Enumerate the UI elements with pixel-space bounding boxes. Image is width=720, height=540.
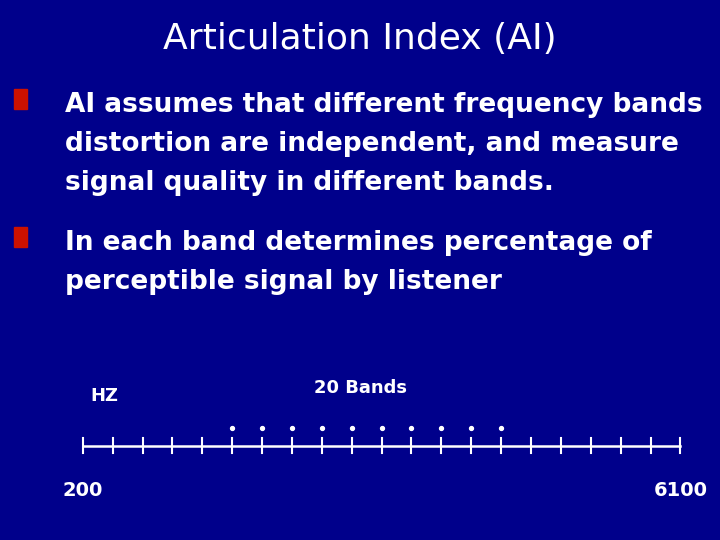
Text: Articulation Index (AI): Articulation Index (AI) xyxy=(163,22,557,56)
Text: 20 Bands: 20 Bands xyxy=(313,379,407,397)
FancyBboxPatch shape xyxy=(14,89,27,109)
Text: In each band determines percentage of: In each band determines percentage of xyxy=(65,230,652,256)
Text: signal quality in different bands.: signal quality in different bands. xyxy=(65,170,554,195)
Text: AI assumes that different frequency bands: AI assumes that different frequency band… xyxy=(65,92,703,118)
Text: 6100: 6100 xyxy=(654,481,707,500)
Text: perceptible signal by listener: perceptible signal by listener xyxy=(65,269,502,295)
Text: HZ: HZ xyxy=(90,387,118,405)
Text: distortion are independent, and measure: distortion are independent, and measure xyxy=(65,131,679,157)
Text: 200: 200 xyxy=(63,481,103,500)
FancyBboxPatch shape xyxy=(14,227,27,247)
